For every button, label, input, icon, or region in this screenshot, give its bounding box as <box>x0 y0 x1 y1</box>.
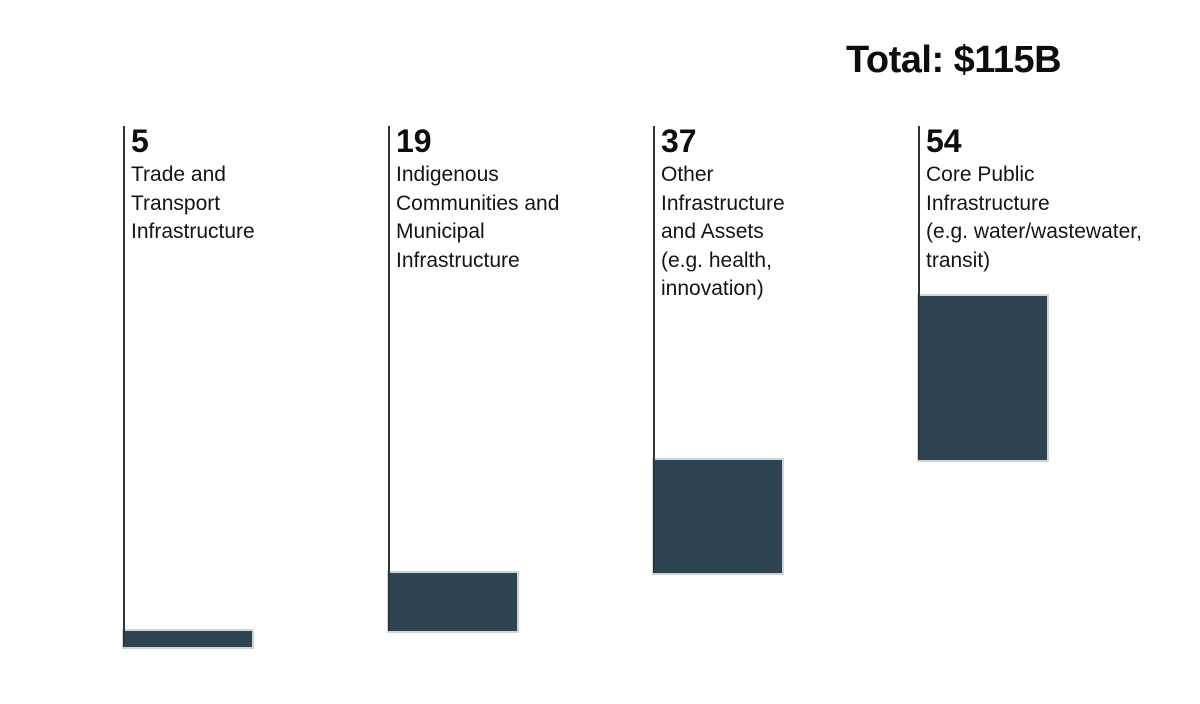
bar-category-label: Indigenous Communities and Municipal Inf… <box>396 163 560 272</box>
bar-category-label: Other Infrastructure and Assets (e.g. he… <box>661 163 785 300</box>
column-axis-line <box>918 126 920 461</box>
bar-value-label: 54 <box>926 123 962 159</box>
waterfall-bar-segment <box>387 571 519 634</box>
bar-value-label: 5 <box>131 123 149 159</box>
waterfall-bar-segment <box>917 293 1049 463</box>
bar-value-label: 37 <box>661 123 697 159</box>
waterfall-bar-segment <box>122 629 254 649</box>
bar-category-label: Core Public Infrastructure (e.g. water/w… <box>926 163 1142 272</box>
column-axis-line <box>388 126 390 632</box>
bar-value-label: 19 <box>396 123 432 159</box>
bar-category-label: Trade and Transport Infrastructure <box>131 163 255 243</box>
column-axis-line <box>653 126 655 574</box>
chart-total-title: Total: $115B <box>846 39 1062 81</box>
waterfall-bar-segment <box>652 458 784 576</box>
column-axis-line <box>123 126 125 647</box>
